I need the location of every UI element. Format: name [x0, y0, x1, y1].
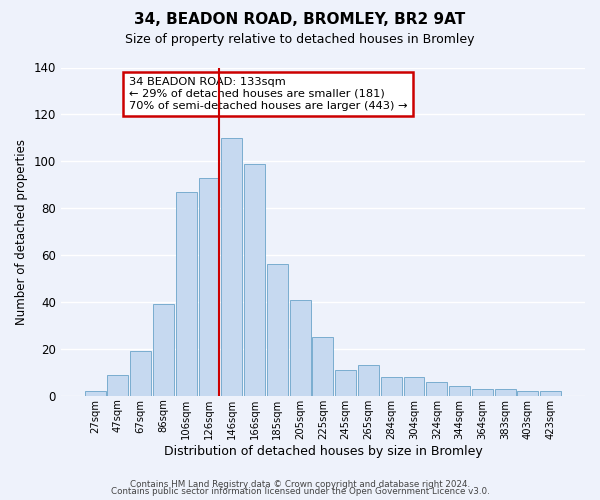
Bar: [153, 304, 174, 396]
Bar: [427, 382, 447, 396]
Text: Contains public sector information licensed under the Open Government Licence v3: Contains public sector information licen…: [110, 488, 490, 496]
Bar: [107, 374, 128, 396]
Bar: [335, 370, 356, 396]
Bar: [267, 264, 288, 396]
Text: 34 BEADON ROAD: 133sqm
← 29% of detached houses are smaller (181)
70% of semi-de: 34 BEADON ROAD: 133sqm ← 29% of detached…: [129, 78, 407, 110]
Bar: [199, 178, 220, 396]
Text: 34, BEADON ROAD, BROMLEY, BR2 9AT: 34, BEADON ROAD, BROMLEY, BR2 9AT: [134, 12, 466, 28]
Bar: [244, 164, 265, 396]
Bar: [221, 138, 242, 396]
Y-axis label: Number of detached properties: Number of detached properties: [15, 138, 28, 324]
Bar: [494, 389, 515, 396]
Text: Size of property relative to detached houses in Bromley: Size of property relative to detached ho…: [125, 32, 475, 46]
Bar: [449, 386, 470, 396]
Bar: [290, 300, 311, 396]
Bar: [540, 391, 561, 396]
Bar: [472, 389, 493, 396]
Bar: [176, 192, 197, 396]
Bar: [358, 366, 379, 396]
Bar: [130, 351, 151, 396]
Bar: [313, 337, 334, 396]
Bar: [381, 377, 402, 396]
Bar: [404, 377, 424, 396]
Bar: [85, 391, 106, 396]
Text: Contains HM Land Registry data © Crown copyright and database right 2024.: Contains HM Land Registry data © Crown c…: [130, 480, 470, 489]
Bar: [517, 391, 538, 396]
X-axis label: Distribution of detached houses by size in Bromley: Distribution of detached houses by size …: [164, 444, 482, 458]
